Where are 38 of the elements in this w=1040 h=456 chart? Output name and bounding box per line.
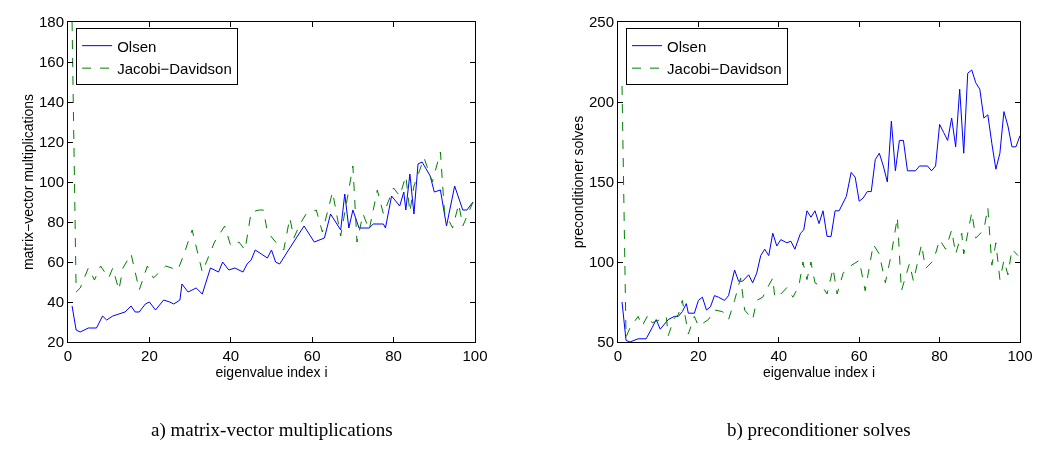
y-tick-label: 100 — [38, 173, 64, 191]
legend-label: Olsen — [117, 37, 157, 55]
y-tick-label: 160 — [38, 53, 64, 71]
legend-label: Olsen — [667, 37, 707, 55]
y-tick-label: 200 — [588, 93, 614, 111]
x-tick-label: 60 — [303, 347, 321, 364]
x-tick-label: 100 — [1007, 347, 1033, 364]
y-tick-label: 150 — [588, 173, 614, 191]
y-tick-label: 100 — [588, 253, 614, 271]
legend-label: Jacobi−Davidson — [667, 60, 782, 77]
y-tick-label: 250 — [588, 13, 614, 31]
x-tick-label: 20 — [690, 347, 707, 364]
text: a) matrix-vector multiplications — [151, 419, 393, 441]
x-tick-label: 60 — [850, 347, 868, 364]
y-tick-label: 50 — [597, 333, 614, 351]
x-tick-label: 0 — [613, 347, 623, 364]
x-tick-label: 100 — [462, 347, 488, 364]
x-tick-label: 80 — [385, 347, 402, 364]
line-series — [71, 22, 474, 293]
y-tick-label: 120 — [38, 133, 64, 151]
x-tick-label: 20 — [141, 347, 158, 364]
y-axis-title: matrix−vector multiplications — [19, 93, 36, 271]
line-series — [71, 161, 474, 333]
text: b) preconditioner solves — [727, 419, 911, 441]
x-tick-label: 0 — [63, 347, 73, 364]
y-tick-label: 20 — [47, 333, 64, 351]
y-tick-label: 180 — [38, 13, 64, 31]
legend-label: Jacobi−Davidson — [117, 60, 232, 77]
y-tick-label: 40 — [47, 293, 64, 311]
y-axis-title: preconditioner solves — [569, 115, 586, 249]
x-axis-title: eigenvalue index i — [215, 364, 328, 380]
y-tick-label: 60 — [47, 253, 64, 271]
x-axis-title: eigenvalue index i — [762, 364, 876, 380]
y-tick-label: 80 — [47, 213, 64, 231]
x-tick-label: 40 — [770, 347, 788, 364]
y-tick-label: 140 — [38, 93, 64, 111]
x-tick-label: 80 — [931, 347, 948, 364]
x-tick-label: 40 — [222, 347, 240, 364]
